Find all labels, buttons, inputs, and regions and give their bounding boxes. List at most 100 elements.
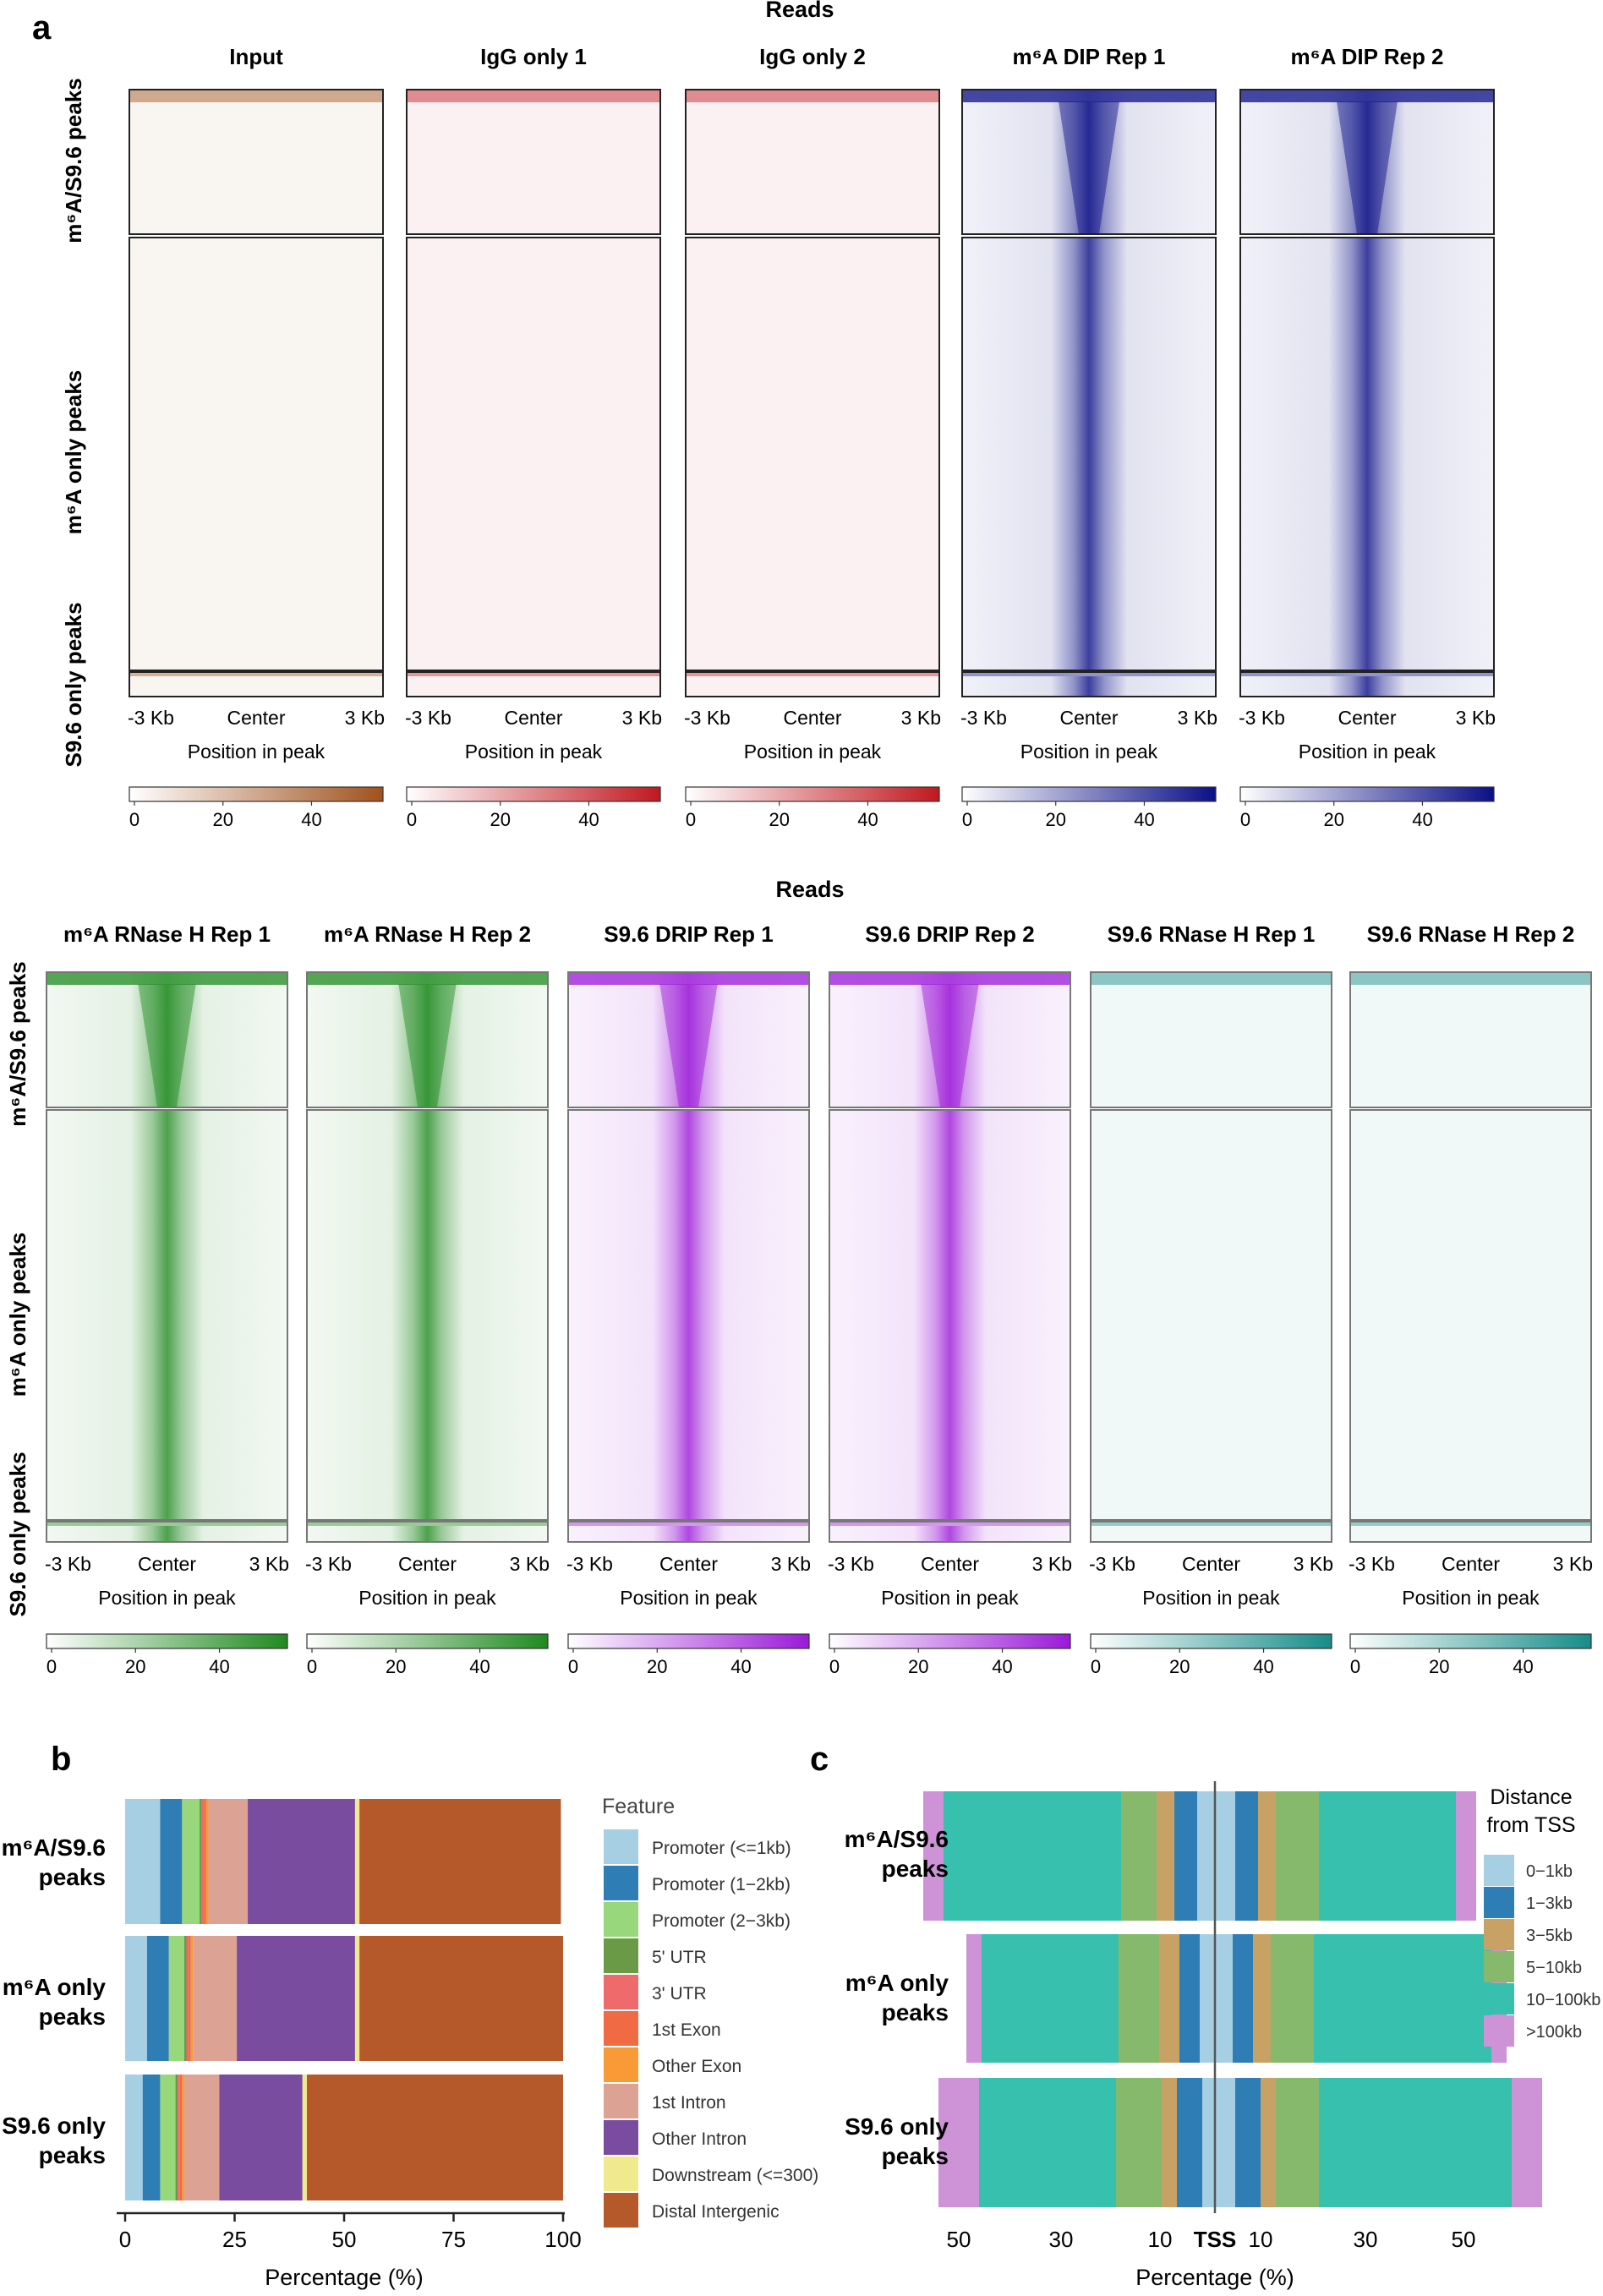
heatmap-group-box [1349,1109,1592,1521]
heatmap-xtick-center: Center [921,1553,979,1575]
tss-legend-label: 3−5kb [1526,1927,1573,1945]
heatmap-colorbar [961,786,1217,802]
heatmap-top-band [963,90,1215,102]
tss-bar-upstream-segment [982,1934,1119,2063]
heatmap-top-band [130,90,382,102]
feature-legend-swatch [604,2193,638,2228]
heatmap-group-box [1349,971,1592,1108]
tss-bar-upstream-segment [1157,1791,1174,1921]
colorbar-tick-label: 40 [1253,1656,1273,1677]
tss-bar-downstream-segment [1215,1934,1233,2063]
feature-bar-segment [125,2075,143,2200]
feature-bar-segment [302,2075,307,2200]
heatmap-xlabel: Position in peak [188,741,326,763]
feature-bar-segment [204,1799,206,1924]
heatmap-bottom-band [1091,1522,1331,1526]
feature-bar-segment [168,1936,184,2061]
heatmap-xtick-right: 3 Kb [771,1553,811,1575]
feature-legend-label: Promoter (2−3kb) [652,1911,791,1931]
feature-legend-label: Distal Intergenic [652,2202,780,2222]
heatmap-colorbar [685,786,940,802]
category-line-1: m⁶A/S9.6 [2,1834,106,1861]
heatmap-top-band [408,90,659,102]
feature-bar-segment [200,1799,202,1924]
heatmap-xtick-right: 3 Kb [1032,1553,1072,1575]
tss-bar-downstream-segment [1215,1791,1235,1921]
heatmap-column-title: IgG only 2 [759,44,866,69]
tss-x-tick-label: 10 [1148,2227,1173,2252]
feature-legend-swatch [604,2120,638,2155]
heatmap-xtick-left: -3 Kb [1349,1553,1395,1575]
tss-legend-swatch [1484,1983,1514,2014]
heatmap-top-band [687,90,938,102]
tss-legend-swatch [1484,1887,1514,1918]
category-line-1: m⁶A only [3,1974,107,2000]
feature-legend-label: Other Intron [652,2129,747,2149]
feature-bar-segment [193,1936,238,2061]
heatmap-bottom-band [687,673,938,676]
feature-x-tick-label: 50 [332,2227,357,2252]
colorbar-tick-label: 40 [469,1656,490,1677]
feature-legend-swatch [604,1975,638,2009]
feature-legend-swatch [604,1902,638,1937]
colorbar-tick-label: 40 [1134,809,1154,830]
panel-letter-b: b [51,1741,71,1778]
heatmap-xtick-center: Center [1442,1553,1500,1575]
colorbar-tick-label: 40 [1412,809,1432,830]
feature-bar-segment [189,1936,191,2061]
tss-bar-upstream-segment [923,1791,944,1921]
heatmap-xtick-left: -3 Kb [960,707,1007,729]
colorbar-tick-label: 0 [568,1656,578,1677]
colorbar-tick-label: 40 [857,809,878,830]
colorbar-tick-label: 20 [125,1656,145,1677]
tss-bar-upstream-segment [1162,2078,1177,2207]
heatmap-group-box [1239,89,1495,235]
heatmap-signal-funnel [398,984,457,1107]
feature-legend-swatch [604,2084,638,2118]
colorbar-tick-label: 40 [730,1656,751,1677]
tss-legend-label: 0−1kb [1526,1862,1573,1881]
colorbar-tick-label: 20 [647,1656,667,1677]
tss-bar-downstream-segment [1456,1791,1476,1921]
colorbar-tick-label: 0 [1091,1656,1101,1677]
heatmap-row-label: S9.6 only peaks [61,602,86,767]
feature-legend-label: 1st Exon [652,2020,721,2040]
heatmap-group-box [829,1109,1071,1521]
top-heatmap-title: Reads [765,0,834,22]
tss-x-tick-label: 50 [947,2227,971,2252]
feature-legend-label: 1st Intron [652,2093,726,2113]
heatmap-xtick-right: 3 Kb [249,1553,289,1575]
heatmap-group-box [129,237,384,671]
heatmap-xtick-center: Center [783,707,841,729]
heatmap-top-band [830,973,1070,985]
heatmap-group-box [961,89,1217,235]
feature-bar-segment [359,1799,561,1924]
feature-legend-label: Downstream (<=300) [652,2166,818,2185]
heatmap-xtick-right: 3 Kb [1178,707,1217,729]
feature-legend-swatch [604,1866,638,1900]
feature-bar-segment [205,1799,209,1924]
heatmap-column-title: m⁶A DIP Rep 1 [1012,44,1165,69]
heatmap-group-box [829,971,1071,1108]
feature-bar-segment [175,2075,178,2200]
tss-bar-downstream-segment [1276,2078,1319,2207]
feature-bar-segment [186,1936,189,2061]
heatmap-row-label: m⁶A only peaks [5,1233,30,1397]
feature-bar-segment [146,1936,169,2061]
feature-bar-segment [182,2075,184,2200]
tss-bar-downstream-segment [1235,2078,1261,2207]
heatmap-colorbar [129,786,384,802]
tss-bar-downstream-segment [1314,1934,1491,2063]
feature-x-tick-label: 25 [222,2227,247,2252]
tss-bar-upstream-segment [1174,1791,1197,1921]
heatmap-colorbar [1239,786,1495,802]
tss-bar-downstream-segment [1319,1791,1456,1921]
feature-legend-swatch [604,2011,638,2046]
colorbar-tick-label: 20 [1323,809,1343,830]
tss-bar-upstream-segment [1202,2078,1215,2207]
tss-bar-upstream-segment [1159,1934,1179,2063]
heatmap-column-title: Input [229,44,283,69]
tss-legend-swatch [1484,1919,1514,1950]
heatmap-xtick-right: 3 Kb [901,707,941,729]
tss-x-tick-label: 50 [1452,2227,1476,2252]
